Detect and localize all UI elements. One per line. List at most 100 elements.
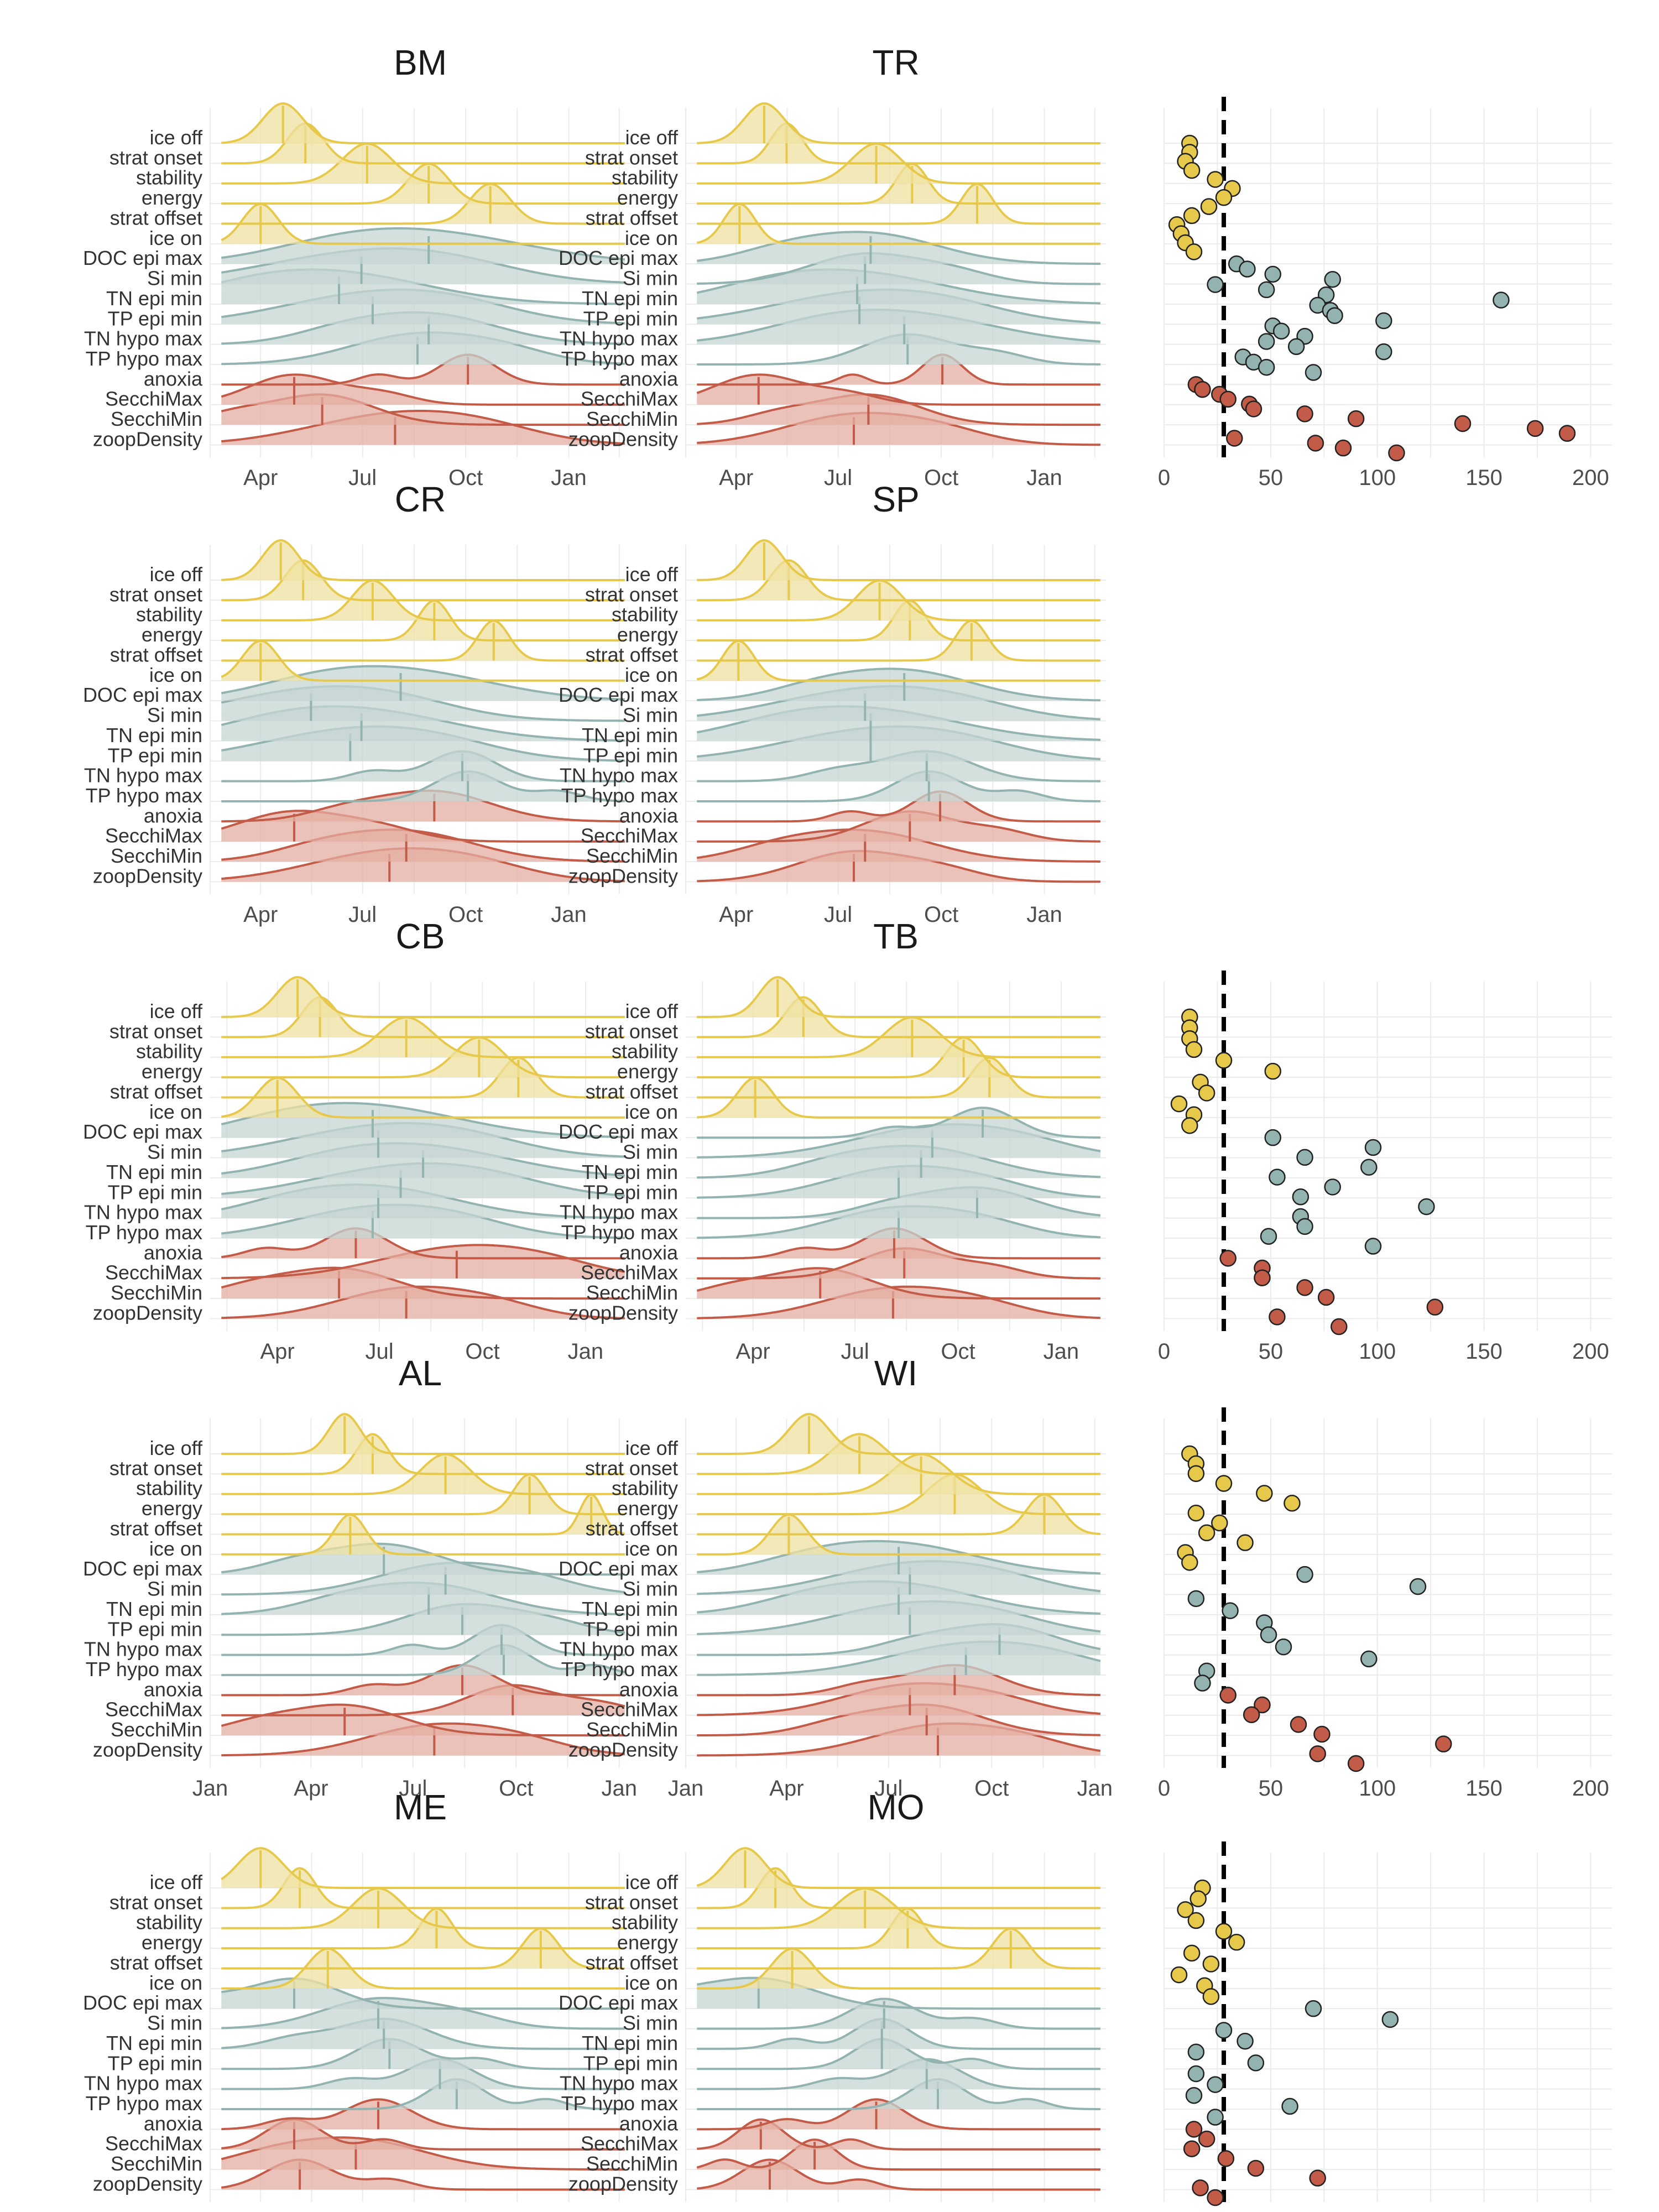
variable-label: energy <box>142 623 202 646</box>
variable-label: SecchiMin <box>111 844 202 867</box>
variable-label: SecchiMax <box>105 1698 202 1721</box>
ridge-secchimax-fill <box>221 374 625 405</box>
ridge-secchimax-line <box>221 810 625 843</box>
lag-point <box>1260 1228 1277 1245</box>
lag-point <box>1207 2109 1224 2126</box>
ridge-ice-on-line <box>697 1513 1100 1556</box>
variable-label: TP epi min <box>583 2052 678 2074</box>
lag-point <box>1207 171 1224 188</box>
lag-tick-label: 0 <box>1158 1339 1170 1364</box>
x-tick-label: Jan <box>568 1339 604 1364</box>
lag-point <box>1381 2011 1399 2028</box>
variable-label: TP hypo max <box>86 2092 202 2115</box>
x-tick-label: Apr <box>243 466 278 490</box>
x-tick-label: Jul <box>841 1339 869 1364</box>
ridge-doc-epi-max-line <box>221 1977 625 2010</box>
lag-point <box>1364 1238 1382 1255</box>
ridge-stability-line <box>697 579 1100 622</box>
variable-label: SecchiMin <box>586 408 678 430</box>
ridge-anoxia-fill <box>221 2099 625 2130</box>
variable-label: strat offset <box>586 1080 678 1103</box>
variable-label: Si min <box>147 2012 202 2034</box>
variable-label: TN hypo max <box>560 327 678 350</box>
lag-point <box>1360 1159 1378 1176</box>
variable-label: Si min <box>623 267 678 290</box>
variable-label: strat offset <box>110 643 202 666</box>
ridge-tp-epi-min-fill <box>221 2039 625 2069</box>
x-tick-label: Apr <box>243 902 278 927</box>
lag-point <box>1275 1638 1292 1656</box>
variable-label: TP hypo max <box>86 784 202 807</box>
ridge-tp-hypo-max-line <box>221 770 625 802</box>
ridge-si-min-fill <box>697 1999 1100 2029</box>
variable-label: stability <box>136 603 202 626</box>
lag-point <box>1181 1117 1198 1134</box>
variable-label: Si min <box>623 1141 678 1164</box>
variable-label: anoxia <box>144 367 203 390</box>
variable-label: ice on <box>625 1971 678 1994</box>
lag-point <box>1183 2140 1201 2157</box>
ridge-energy-fill <box>697 601 1100 641</box>
lag-point <box>1258 281 1275 299</box>
lag-tick-label: 200 <box>1572 2210 1609 2212</box>
ridge-zoopdensity-fill <box>221 848 625 882</box>
lag-point <box>1334 439 1352 457</box>
ridge-si-min-fill <box>221 1998 625 2029</box>
lag-point <box>1269 1308 1286 1326</box>
lag-point <box>1493 291 1510 309</box>
ridge-secchimin-line <box>696 2138 1100 2171</box>
variable-label: DOC epi max <box>559 1120 678 1143</box>
ridge-energy-line <box>221 1036 625 1079</box>
lag-point <box>1388 444 1405 462</box>
ridge-secchimax-fill <box>221 2119 625 2150</box>
ridge-strat-offset-line <box>221 1056 625 1099</box>
ridge-ice-on-line <box>696 202 1100 245</box>
variable-label: ice off <box>150 1000 203 1022</box>
lag-tick-label: 200 <box>1572 1776 1609 1801</box>
ridge-tp-hypo-max-fill <box>221 332 625 364</box>
ridge-tp-epi-min-fill <box>221 1163 625 1198</box>
ridge-doc-epi-max-fill <box>697 232 1100 264</box>
ridge-tp-hypo-max-line <box>697 770 1100 802</box>
ridge-tn-hypo-max-fill <box>697 310 1100 345</box>
ridge-ice-off-line <box>697 1412 1100 1455</box>
variable-label: anoxia <box>144 1678 203 1700</box>
lag-point <box>1243 1706 1260 1723</box>
variable-label: DOC epi max <box>83 1991 202 2014</box>
variable-label: ice on <box>625 1100 678 1123</box>
variable-label: Si min <box>623 2012 678 2034</box>
variable-label: energy <box>617 1060 678 1083</box>
ridge-strat-onset-fill <box>221 123 625 164</box>
lag-point <box>1360 1650 1378 1668</box>
ridge-tp-epi-min-fill <box>697 289 1100 325</box>
lag-tick-label: 0 <box>1158 1776 1170 1801</box>
lag-point <box>1305 2000 1322 2017</box>
variable-label: ice on <box>149 1100 202 1123</box>
ridge-strat-onset-line <box>697 559 1100 602</box>
ridge-ice-off-fill <box>221 977 625 1017</box>
lag-point <box>1254 1696 1271 1714</box>
ridge-energy-fill <box>221 1908 625 1949</box>
lag-point <box>1202 1955 1220 1973</box>
lag-point <box>1454 415 1472 432</box>
lag-point <box>1215 1475 1233 1492</box>
lag-point <box>1247 2054 1265 2072</box>
variable-label: SecchiMax <box>581 825 678 847</box>
ridge-secchimin-fill <box>221 830 625 862</box>
lag-point <box>1247 2159 1265 2177</box>
ridge-ice-off-line <box>696 1847 1100 1889</box>
ridge-anoxia-fill <box>697 791 1100 822</box>
x-tick-label: Jan <box>551 2210 587 2212</box>
ridge-strat-onset-line <box>697 122 1100 165</box>
ridge-secchimin-line <box>697 393 1100 426</box>
lag-point <box>1435 1735 1452 1752</box>
lag-tick-label: 150 <box>1465 2210 1503 2212</box>
ridge-si-min-fill <box>697 253 1100 284</box>
ridge-energy-line <box>221 1473 625 1516</box>
ridge-anoxia-fill <box>697 1228 1100 1259</box>
variable-label: TP hypo max <box>561 1658 678 1681</box>
ridge-secchimin-fill <box>697 394 1100 425</box>
ridge-energy-line <box>697 1473 1100 1516</box>
